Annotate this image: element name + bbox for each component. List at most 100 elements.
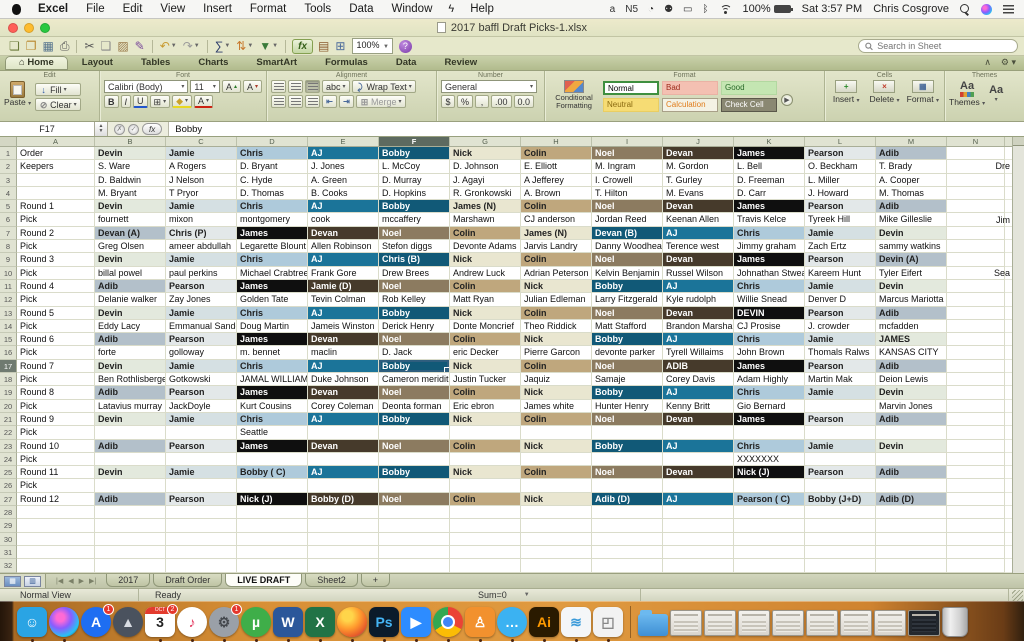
cell-F6[interactable]: mccaffery [379, 213, 450, 227]
cell-M3[interactable]: A. Cooper [876, 173, 947, 187]
cell-F23[interactable]: Noel [379, 439, 450, 453]
cell-K17[interactable]: James [734, 359, 805, 374]
dock-photoshop[interactable]: Ps [369, 606, 399, 642]
cell-C26[interactable] [166, 479, 237, 493]
cell-J14[interactable]: Brandon Marshal [663, 319, 734, 334]
cell-H17[interactable]: Colin [521, 359, 592, 374]
cell-I5[interactable]: Noel [592, 200, 663, 214]
cell-I9[interactable]: Noel [592, 253, 663, 267]
cell-C27[interactable]: Pearson [166, 492, 237, 507]
cell-E14[interactable]: Jameis Winston [308, 319, 379, 334]
cell-I31[interactable] [592, 545, 663, 560]
row-header-29[interactable]: 29 [0, 519, 17, 533]
cell-F11[interactable]: Noel [379, 279, 450, 294]
menu-file[interactable]: File [86, 3, 105, 15]
dock-calendar[interactable]: 3 OCT 2 [145, 603, 178, 642]
cell-N26[interactable] [947, 479, 1005, 493]
cell-J12[interactable]: Kyle rudolph [663, 293, 734, 307]
cell-D3[interactable]: C. Hyde [237, 173, 308, 187]
themes-button[interactable]: Aa Themes ▾ [949, 80, 986, 107]
menu-help[interactable]: Help [470, 3, 494, 15]
cell-N10[interactable] [947, 266, 1005, 280]
row-header-24[interactable]: 24 [0, 452, 17, 467]
cell-L24[interactable] [805, 452, 876, 467]
cell-F10[interactable]: Drew Brees [379, 266, 450, 280]
fill-color-button[interactable]: ◆ ▾ [172, 95, 193, 108]
cell-A15[interactable]: Round 6 [17, 333, 95, 347]
first-sheet-button[interactable]: |◀ [56, 578, 64, 585]
dock-minimized-window-grid[interactable] [704, 607, 736, 636]
cell-M17[interactable]: Adib [876, 359, 947, 374]
airplay-icon[interactable]: ▭ [683, 3, 693, 15]
select-all-corner[interactable] [0, 137, 17, 146]
cell-G1[interactable]: Nick [450, 147, 521, 161]
style-calculation[interactable]: Calculation [662, 98, 718, 112]
cell-C8[interactable]: ameer abdullah [166, 240, 237, 254]
cell-A20[interactable]: Pick [17, 399, 95, 413]
undo-button[interactable]: ↶ ▼ [159, 38, 177, 53]
decrease-indent-button[interactable]: ⇤ [322, 95, 337, 108]
cell-E23[interactable]: Devan [308, 439, 379, 453]
cell-N24[interactable] [947, 452, 1005, 467]
row-header-9[interactable]: 9 [0, 253, 17, 267]
cell-A22[interactable]: Pick [17, 426, 95, 440]
cell-B29[interactable] [95, 519, 166, 533]
cell-M25[interactable]: Adib [876, 466, 947, 480]
cell-J32[interactable] [663, 559, 734, 573]
col-header-I[interactable]: I [592, 137, 663, 146]
row-header-32[interactable]: 32 [0, 559, 17, 573]
cell-N8[interactable] [947, 240, 1005, 254]
last-sheet-button[interactable]: ▶| [88, 578, 97, 585]
dock-minimized-window-news[interactable] [874, 607, 906, 636]
cell-E11[interactable]: Jamie (D) [308, 279, 379, 294]
cell-I19[interactable]: Bobby [592, 386, 663, 400]
cell-F8[interactable]: Stefon diggs [379, 240, 450, 254]
apple-menu-icon[interactable] [12, 3, 21, 15]
cell-B14[interactable]: Eddy Lacy [95, 319, 166, 334]
cell-F32[interactable] [379, 559, 450, 573]
cell-K12[interactable]: Willie Snead [734, 293, 805, 307]
cell-N27[interactable] [947, 492, 1005, 507]
cell-I28[interactable] [592, 506, 663, 520]
cell-K11[interactable]: Chris [734, 279, 805, 294]
cell-G12[interactable]: Matt Ryan [450, 293, 521, 307]
cell-E9[interactable]: AJ [308, 253, 379, 267]
cell-A19[interactable]: Round 8 [17, 386, 95, 400]
cell-A6[interactable]: Pick [17, 213, 95, 227]
cell-G11[interactable]: Colin [450, 279, 521, 294]
col-header-L[interactable]: L [805, 137, 876, 146]
menu-user[interactable]: Chris Cosgrove [873, 3, 949, 15]
cell-G24[interactable] [450, 452, 521, 467]
cell-F24[interactable] [379, 452, 450, 467]
siri-icon[interactable] [981, 3, 992, 15]
cell-D28[interactable] [237, 506, 308, 520]
cell-K13[interactable]: DEVIN [734, 306, 805, 320]
cell-I24[interactable] [592, 452, 663, 467]
font-color-button[interactable]: A ▾ [194, 95, 214, 108]
cell-C12[interactable]: Zay Jones [166, 293, 237, 307]
row-header-16[interactable]: 16 [0, 346, 17, 360]
cell-G3[interactable]: J. Agayi [450, 173, 521, 187]
menu-excel[interactable]: Excel [38, 3, 69, 15]
cell-F28[interactable] [379, 506, 450, 520]
number-format-select[interactable]: General ▾ [441, 80, 537, 93]
tab-smartart[interactable]: SmartArt [256, 57, 298, 68]
cell-C7[interactable]: Chris (P) [166, 226, 237, 241]
cell-J18[interactable]: Corey Davis [663, 373, 734, 387]
cell-L23[interactable]: Jamie [805, 439, 876, 453]
cell-J21[interactable]: Devan [663, 412, 734, 427]
cell-K4[interactable]: D. Carr [734, 186, 805, 201]
cell-B10[interactable]: billal powel [95, 266, 166, 280]
cell-E26[interactable] [308, 479, 379, 493]
row-header-7[interactable]: 7 [0, 226, 17, 241]
cell-D1[interactable]: Chris [237, 147, 308, 161]
cell-C9[interactable]: Jamie [166, 253, 237, 267]
dock-minimized-window-chat[interactable] [772, 607, 804, 636]
cell-M11[interactable]: Devin [876, 279, 947, 294]
style-good[interactable]: Good [721, 81, 777, 95]
cell-E3[interactable]: A. Green [308, 173, 379, 187]
cell-F22[interactable] [379, 426, 450, 440]
cell-J30[interactable] [663, 532, 734, 546]
cell-H20[interactable]: James white [521, 399, 592, 413]
cell-D23[interactable]: James [237, 439, 308, 453]
